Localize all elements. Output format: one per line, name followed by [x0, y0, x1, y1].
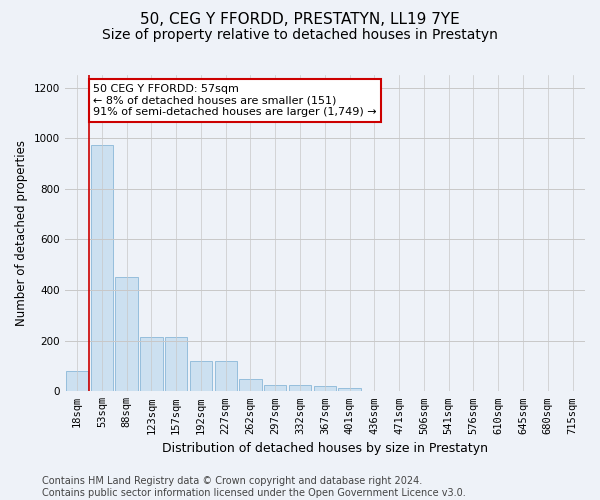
Bar [264, 385, 286, 392]
Bar [314, 386, 336, 392]
Bar [165, 337, 187, 392]
Bar [239, 379, 262, 392]
Bar [190, 361, 212, 392]
Text: Contains HM Land Registry data © Crown copyright and database right 2024.
Contai: Contains HM Land Registry data © Crown c… [42, 476, 466, 498]
Bar [91, 144, 113, 392]
Bar [140, 337, 163, 392]
Bar [215, 361, 237, 392]
Bar [289, 385, 311, 392]
Text: 50, CEG Y FFORDD, PRESTATYN, LL19 7YE: 50, CEG Y FFORDD, PRESTATYN, LL19 7YE [140, 12, 460, 28]
Bar [338, 388, 361, 392]
Bar [66, 371, 88, 392]
Y-axis label: Number of detached properties: Number of detached properties [15, 140, 28, 326]
X-axis label: Distribution of detached houses by size in Prestatyn: Distribution of detached houses by size … [162, 442, 488, 455]
Text: 50 CEG Y FFORDD: 57sqm
← 8% of detached houses are smaller (151)
91% of semi-det: 50 CEG Y FFORDD: 57sqm ← 8% of detached … [93, 84, 377, 117]
Text: Size of property relative to detached houses in Prestatyn: Size of property relative to detached ho… [102, 28, 498, 42]
Bar [115, 278, 138, 392]
